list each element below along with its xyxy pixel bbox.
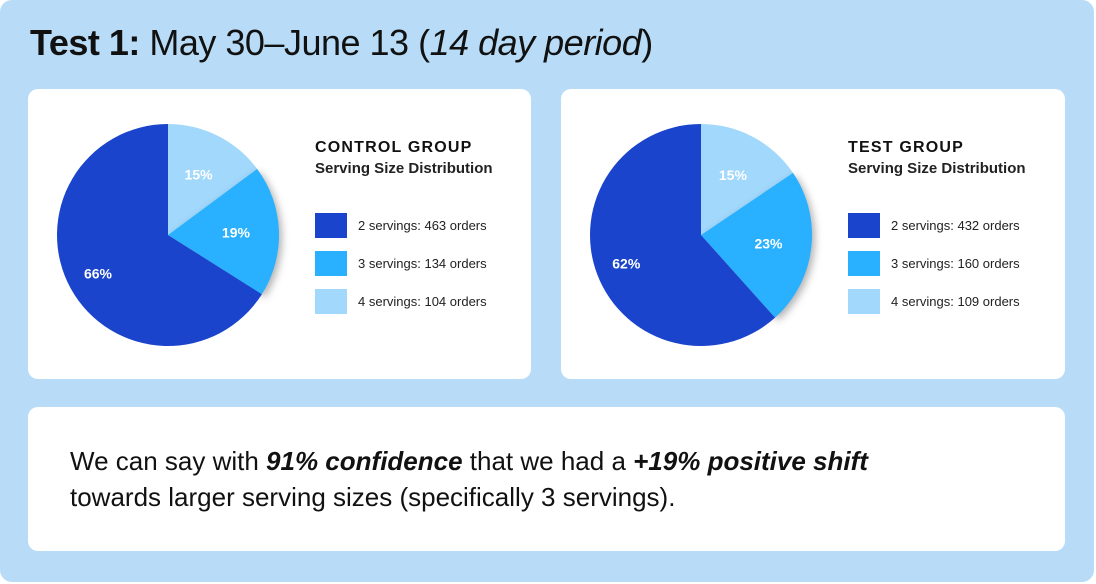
chart-title: TEST GROUP — [848, 139, 965, 156]
slice-percent-label: 62% — [612, 256, 641, 272]
slice-percent-label: 15% — [719, 167, 748, 183]
pie-slice-3-servings — [168, 168, 279, 295]
test-group-card: 15% 23% 62% TEST GROUP Serving Size Distri… — [561, 89, 1065, 379]
legend-item: 2 servings: 463 orders — [315, 213, 487, 238]
chart-title: CONTROL GROUP — [315, 139, 473, 156]
title-period: 14 day period — [429, 22, 642, 63]
legend-item: 3 servings: 160 orders — [848, 251, 1020, 276]
pie-slice-4-servings — [701, 124, 793, 235]
text: that we had a — [462, 446, 634, 476]
shift: +19% positive shift — [633, 446, 868, 476]
pie-slice-3-servings — [701, 172, 812, 318]
slice-percent-label: 19% — [222, 224, 251, 240]
control-group-card: 15% 19% 66% CONTROL GROUP Serving Size Dis… — [28, 89, 531, 379]
legend-swatch — [315, 213, 347, 238]
slice-percent-label: 66% — [84, 266, 113, 282]
legend-swatch — [848, 213, 880, 238]
legend-item: 3 servings: 134 orders — [315, 251, 487, 276]
legend-swatch — [315, 289, 347, 314]
control-pie-chart: 15% 19% 66% — [57, 124, 279, 346]
legend-label: 4 servings: 104 orders — [358, 294, 487, 309]
text: We can say with — [70, 446, 267, 476]
legend-item: 4 servings: 104 orders — [315, 289, 487, 314]
page-title: Test 1: May 30–June 13 (14 day period) — [30, 22, 653, 64]
slice-percent-label: 15% — [185, 166, 214, 182]
test-pie-chart: 15% 23% 62% — [590, 124, 812, 346]
chart-subtitle: Serving Size Distribution — [848, 160, 1026, 177]
legend-label: 2 servings: 432 orders — [891, 218, 1020, 233]
legend-item: 4 servings: 109 orders — [848, 289, 1020, 314]
legend-label: 3 servings: 160 orders — [891, 256, 1020, 271]
pie-slice-2-servings — [57, 124, 262, 346]
title-dates: May 30–June 13 ( — [139, 22, 430, 63]
legend-label: 4 servings: 109 orders — [891, 294, 1020, 309]
confidence: 91% confidence — [266, 446, 463, 476]
legend-item: 2 servings: 432 orders — [848, 213, 1020, 238]
title-close: ) — [641, 22, 653, 63]
legend-label: 2 servings: 463 orders — [358, 218, 487, 233]
legend-swatch — [315, 251, 347, 276]
title-test: Test 1: — [30, 22, 140, 63]
legend-label: 3 servings: 134 orders — [358, 256, 487, 271]
conclusion-card: We can say with 91% confidence that we h… — [28, 407, 1065, 551]
legend-swatch — [848, 289, 880, 314]
pie-slice-4-servings — [168, 124, 258, 235]
legend-swatch — [848, 251, 880, 276]
chart-subtitle: Serving Size Distribution — [315, 160, 493, 177]
pie-slice-2-servings — [590, 124, 776, 346]
text: towards larger serving sizes (specifical… — [70, 482, 676, 512]
conclusion-text: We can say with 91% confidence that we h… — [70, 443, 868, 515]
slice-percent-label: 23% — [754, 235, 783, 251]
